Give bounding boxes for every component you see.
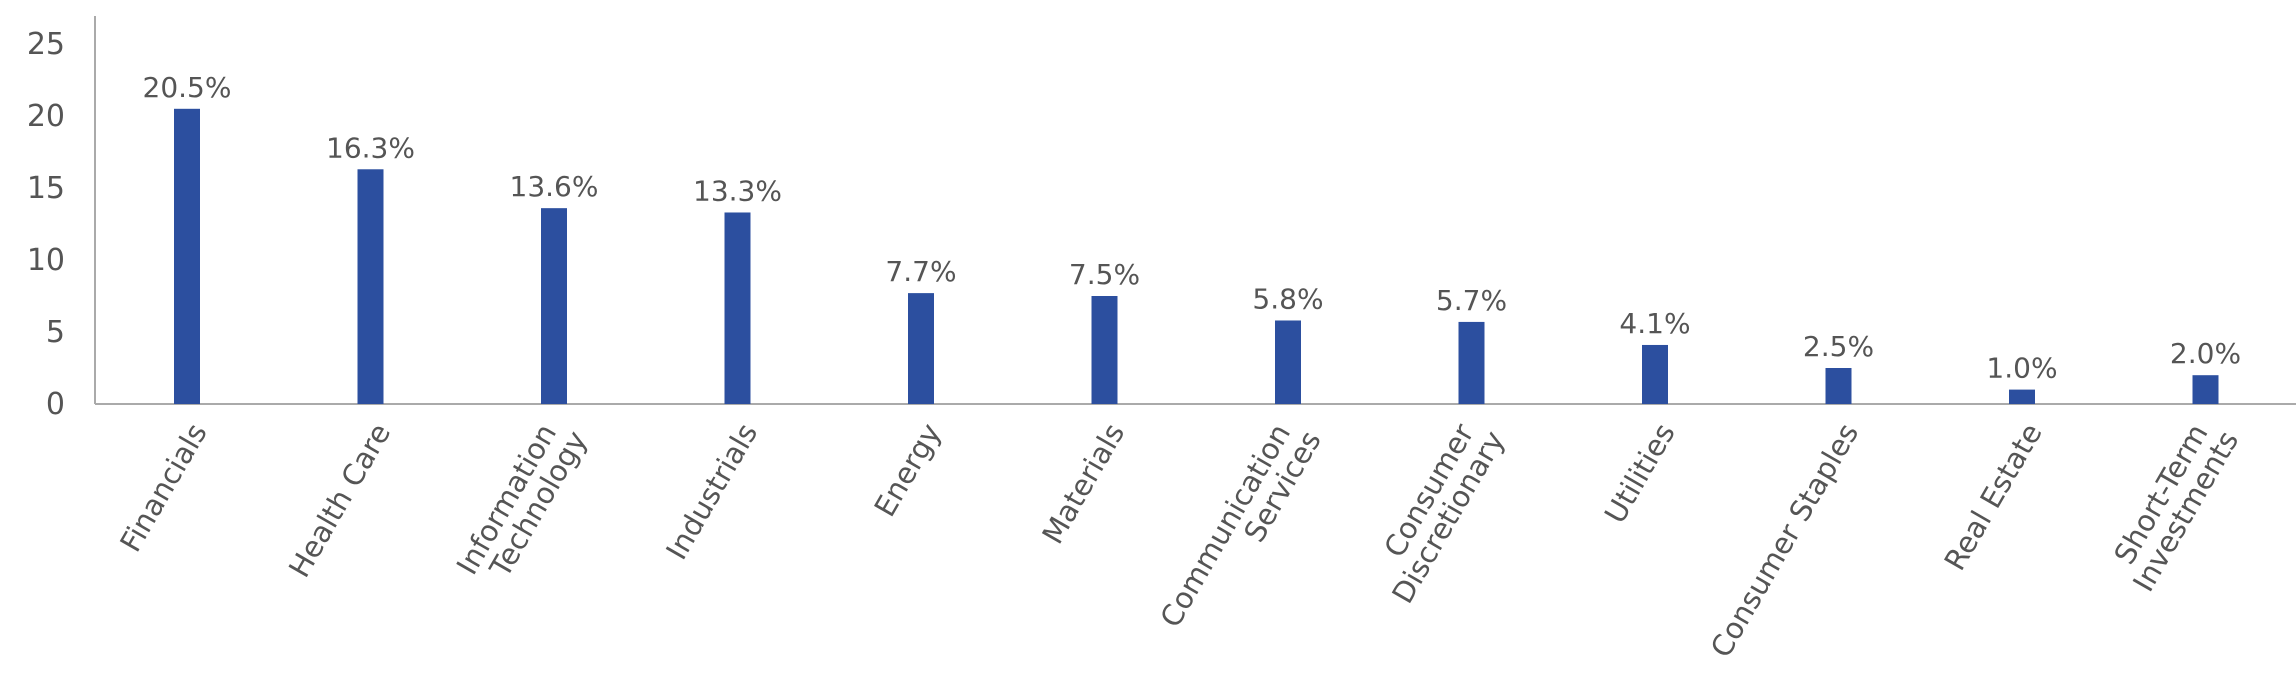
bar xyxy=(724,212,751,404)
value-label: 5.7% xyxy=(1436,284,1507,317)
x-tick-label: Real Estate xyxy=(1938,418,2049,577)
x-tick-label-line: Financials xyxy=(113,418,213,558)
y-tick-label: 5 xyxy=(46,315,65,350)
bar xyxy=(1091,296,1118,404)
value-label: 7.5% xyxy=(1069,258,1140,291)
value-label: 2.5% xyxy=(1803,330,1874,363)
value-label: 13.6% xyxy=(510,170,599,203)
value-label: 20.5% xyxy=(143,71,232,104)
bar xyxy=(541,208,567,404)
x-tick-label-line: Utilities xyxy=(1598,418,1682,530)
x-tick-label: Materials xyxy=(1035,418,1131,550)
y-tick-label: 25 xyxy=(27,27,65,62)
x-tick-label: Short-Term Investments xyxy=(2100,410,2245,597)
bar xyxy=(1275,320,1301,404)
value-label: 7.7% xyxy=(885,255,956,288)
y-tick-label: 10 xyxy=(27,243,65,278)
x-tick-label: Communication Services xyxy=(1153,410,1327,648)
bar xyxy=(908,293,934,404)
x-tick-label: Consumer Discretionary xyxy=(1359,410,1511,609)
value-label: 1.0% xyxy=(1986,352,2057,385)
y-tick-label: 15 xyxy=(27,171,65,206)
x-tick-label-line: Health Care xyxy=(282,418,397,584)
x-tick-label: Industrials xyxy=(659,418,764,566)
bar xyxy=(1458,321,1485,404)
x-tick-label-line: Materials xyxy=(1035,418,1131,550)
bar xyxy=(357,169,384,404)
x-tick-label: Energy xyxy=(868,418,948,523)
bar xyxy=(1825,368,1852,404)
bar xyxy=(174,108,200,405)
y-tick-label: 0 xyxy=(46,387,65,422)
value-label: 5.8% xyxy=(1252,282,1323,315)
bar xyxy=(2192,375,2219,404)
bar xyxy=(1642,344,1668,404)
value-label: 4.1% xyxy=(1619,307,1690,340)
value-label: 13.3% xyxy=(693,174,782,207)
bar xyxy=(2009,389,2035,404)
value-label: 16.3% xyxy=(326,131,415,164)
x-tick-label-line: Consumer Staples xyxy=(1704,418,1865,664)
x-tick-label-line: Energy xyxy=(868,418,948,523)
x-tick-label-line: Industrials xyxy=(659,418,764,566)
x-tick-label: Consumer Staples xyxy=(1704,418,1865,664)
x-tick-label: Utilities xyxy=(1598,418,1682,530)
x-tick-label: Financials xyxy=(113,418,213,558)
value-label: 2.0% xyxy=(2170,337,2241,370)
x-tick-label: Information Technology xyxy=(450,410,594,595)
x-tick-label: Health Care xyxy=(282,418,397,584)
y-tick-label: 20 xyxy=(27,99,65,134)
x-tick-label-line: Real Estate xyxy=(1938,418,2049,577)
